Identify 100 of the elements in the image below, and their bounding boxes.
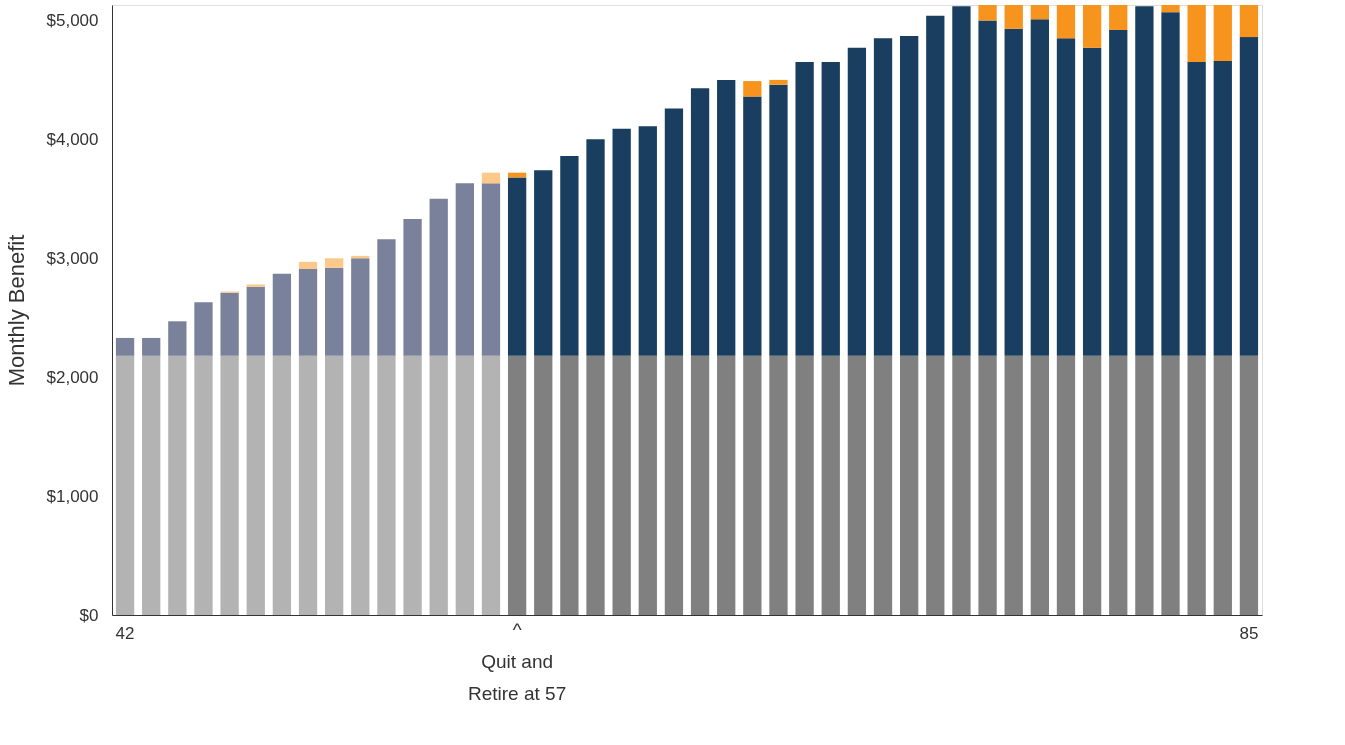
bar bbox=[429, 355, 448, 615]
bar bbox=[900, 355, 919, 615]
bar bbox=[1239, 5, 1259, 38]
y-tick-label: $0 bbox=[79, 605, 99, 625]
bar bbox=[272, 355, 292, 615]
bar bbox=[769, 355, 788, 615]
bar bbox=[1239, 355, 1259, 615]
bar bbox=[168, 321, 187, 356]
bar bbox=[717, 79, 736, 356]
bar bbox=[325, 258, 344, 268]
bar bbox=[1030, 19, 1049, 356]
bar bbox=[168, 355, 187, 615]
bar bbox=[769, 79, 788, 85]
bar bbox=[560, 355, 579, 615]
bar bbox=[142, 355, 161, 615]
y-tick-label: $3,000 bbox=[46, 248, 99, 268]
bar bbox=[194, 302, 213, 356]
bar bbox=[612, 128, 631, 356]
bar bbox=[481, 355, 501, 615]
bar bbox=[847, 47, 867, 356]
bar bbox=[1082, 5, 1102, 48]
bar bbox=[1030, 355, 1049, 615]
bar bbox=[821, 62, 840, 356]
bar bbox=[351, 355, 370, 615]
bar bbox=[1187, 62, 1206, 356]
x-tick-label: 42 bbox=[115, 623, 135, 643]
text: ^ Quit and Retire at 57 bbox=[468, 619, 567, 704]
bar bbox=[1213, 60, 1232, 356]
bar bbox=[220, 355, 239, 615]
bar bbox=[429, 198, 448, 356]
bar bbox=[1213, 5, 1232, 61]
bar bbox=[1187, 355, 1206, 615]
bar bbox=[455, 355, 474, 615]
bar bbox=[115, 355, 135, 615]
y-tick-label: $2,000 bbox=[46, 367, 99, 387]
bar bbox=[1239, 37, 1259, 356]
bar bbox=[246, 355, 265, 615]
bar bbox=[847, 355, 867, 615]
bar bbox=[481, 183, 501, 356]
bar bbox=[586, 139, 605, 356]
bar bbox=[298, 355, 318, 615]
bar bbox=[377, 239, 396, 356]
bar bbox=[325, 355, 344, 615]
bar bbox=[638, 126, 657, 356]
bar bbox=[795, 62, 814, 356]
bar bbox=[926, 355, 945, 615]
bar bbox=[795, 355, 814, 615]
bar bbox=[952, 6, 971, 356]
bar bbox=[325, 267, 344, 356]
bar bbox=[481, 172, 501, 184]
bar bbox=[1004, 5, 1023, 29]
bar bbox=[664, 355, 684, 615]
bar bbox=[455, 183, 474, 356]
bar bbox=[298, 261, 318, 269]
bar bbox=[1161, 12, 1180, 356]
bar bbox=[1135, 355, 1154, 615]
bar bbox=[560, 156, 579, 356]
bar bbox=[115, 337, 135, 356]
bar bbox=[769, 84, 788, 356]
bar bbox=[952, 355, 971, 615]
bar bbox=[1082, 355, 1102, 615]
bar bbox=[873, 38, 893, 356]
bar bbox=[194, 355, 213, 615]
bar bbox=[220, 292, 239, 356]
bar bbox=[1004, 355, 1023, 615]
bar bbox=[272, 273, 292, 356]
bar bbox=[690, 355, 710, 615]
bar bbox=[1056, 355, 1076, 615]
bar bbox=[534, 355, 553, 615]
bar bbox=[1030, 5, 1049, 20]
bar bbox=[1109, 5, 1128, 30]
y-axis-title: Monthly Benefit bbox=[3, 234, 29, 387]
bar bbox=[1161, 5, 1180, 13]
bar bbox=[743, 96, 762, 356]
bar bbox=[507, 355, 527, 615]
bar bbox=[743, 355, 762, 615]
bar bbox=[403, 219, 422, 356]
bar bbox=[1109, 355, 1128, 615]
bar bbox=[690, 88, 710, 356]
bar bbox=[900, 35, 919, 356]
bar bbox=[638, 355, 657, 615]
y-tick-label: $5,000 bbox=[46, 10, 99, 30]
bar bbox=[717, 355, 736, 615]
y-tick-label: $1,000 bbox=[46, 486, 99, 506]
bar bbox=[1187, 5, 1206, 63]
bar bbox=[1213, 355, 1232, 615]
bar bbox=[926, 15, 945, 356]
bar bbox=[534, 170, 553, 356]
bar bbox=[743, 81, 762, 97]
bar bbox=[978, 20, 997, 356]
bar bbox=[1109, 29, 1128, 356]
bar bbox=[142, 337, 161, 356]
bar bbox=[664, 108, 684, 356]
bar bbox=[1056, 38, 1076, 356]
bar bbox=[821, 355, 840, 615]
bar bbox=[1161, 355, 1180, 615]
bar bbox=[351, 258, 370, 356]
bar bbox=[246, 284, 265, 287]
bar bbox=[1135, 6, 1154, 356]
bar bbox=[507, 177, 527, 356]
